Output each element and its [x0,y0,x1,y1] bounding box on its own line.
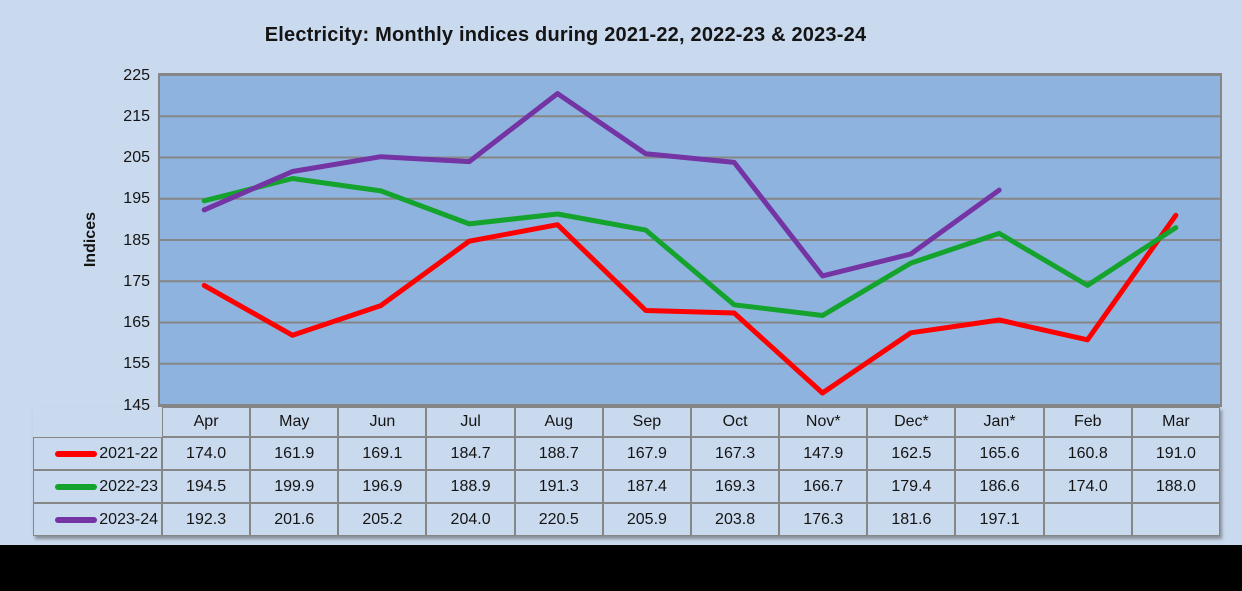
value-cell [1043,503,1132,536]
y-tick-label: 155 [123,355,150,373]
month-header-cell: Aug [514,407,603,437]
value-cell: 191.0 [1131,437,1220,470]
month-header-cell: Feb [1043,407,1132,437]
value-cell: 194.5 [162,470,251,503]
legend-swatch-2021-22 [55,450,98,457]
legend-cell-2022-23: 2022-23 [33,470,162,503]
value-cell: 160.8 [1043,437,1132,470]
series-line-2022-23 [201,176,1179,318]
value-cell: 199.9 [250,470,339,503]
month-header-cell: Jan* [955,407,1044,437]
legend-label: 2021-22 [99,444,158,462]
value-cell: 192.3 [162,503,251,536]
value-cell: 167.9 [602,437,691,470]
value-cell: 197.1 [955,503,1044,536]
chart-title: Electricity: Monthly indices during 2021… [264,24,867,46]
value-cell: 165.6 [955,437,1044,470]
y-tick-label: 205 [123,149,150,166]
value-cell: 174.0 [162,437,251,470]
month-header-cell: Oct [690,407,780,437]
legend-label: 2022-23 [99,477,158,495]
series-line-2023-24 [201,91,1002,279]
value-cell: 205.9 [602,503,691,536]
value-cell: 176.3 [779,503,868,536]
value-cell: 191.3 [514,470,603,503]
y-tick-label: 225 [123,66,150,84]
value-cell: 147.9 [779,437,868,470]
value-cell: 204.0 [426,503,515,536]
value-cell: 186.6 [955,470,1044,503]
month-header-cell: Apr [162,407,251,437]
y-tick-label: 165 [123,314,150,331]
month-header-cell: Dec* [867,407,956,437]
chart-canvas: Electricity: Monthly indices during 2021… [0,0,1242,545]
value-cell: 181.6 [867,503,956,536]
month-header-cell: Jul [426,407,515,437]
value-cell: 188.7 [514,437,603,470]
y-tick-label: 145 [123,396,150,414]
month-header-cell: Jun [338,407,427,437]
y-tick-label: 185 [123,231,150,249]
y-tick-label: 175 [123,272,150,290]
series-line-2021-22 [201,212,1179,396]
month-header-cell: Mar [1131,407,1220,437]
month-header-cell: May [250,407,339,437]
value-cell: 205.2 [338,503,427,536]
legend-swatch-2022-23 [55,483,98,490]
data-table: Apr May Jun Jul Aug Sep Oct Nov* Dec* Jan* Feb Mar 2… [33,407,1220,536]
value-cell: 169.1 [338,437,427,470]
month-header-cell: Nov* [779,407,868,437]
value-cell: 162.5 [867,437,956,470]
value-cell: 220.5 [514,503,603,536]
table-corner-spacer [33,407,162,437]
plot-area [158,73,1222,407]
value-cell: 203.8 [690,503,780,536]
value-cell: 174.0 [1043,470,1132,503]
y-tick-label: 215 [123,107,150,125]
value-cell: 188.0 [1131,470,1220,503]
bottom-black-bar [0,545,1242,591]
value-cell: 169.3 [690,470,780,503]
value-cell: 161.9 [250,437,339,470]
month-header-cell: Sep [602,407,691,437]
value-cell [1131,503,1220,536]
y-tick-label: 195 [123,190,150,208]
value-cell: 166.7 [779,470,868,503]
value-cell: 184.7 [426,437,515,470]
value-cell: 188.9 [426,470,515,503]
legend-cell-2021-22: 2021-22 [33,437,162,470]
legend-swatch-2023-24 [55,516,98,523]
legend-label: 2023-24 [99,510,158,528]
value-cell: 201.6 [250,503,339,536]
value-cell: 187.4 [602,470,691,503]
value-cell: 196.9 [338,470,427,503]
value-cell: 179.4 [867,470,956,503]
legend-cell-2023-24: 2023-24 [33,503,162,536]
value-cell: 167.3 [690,437,780,470]
